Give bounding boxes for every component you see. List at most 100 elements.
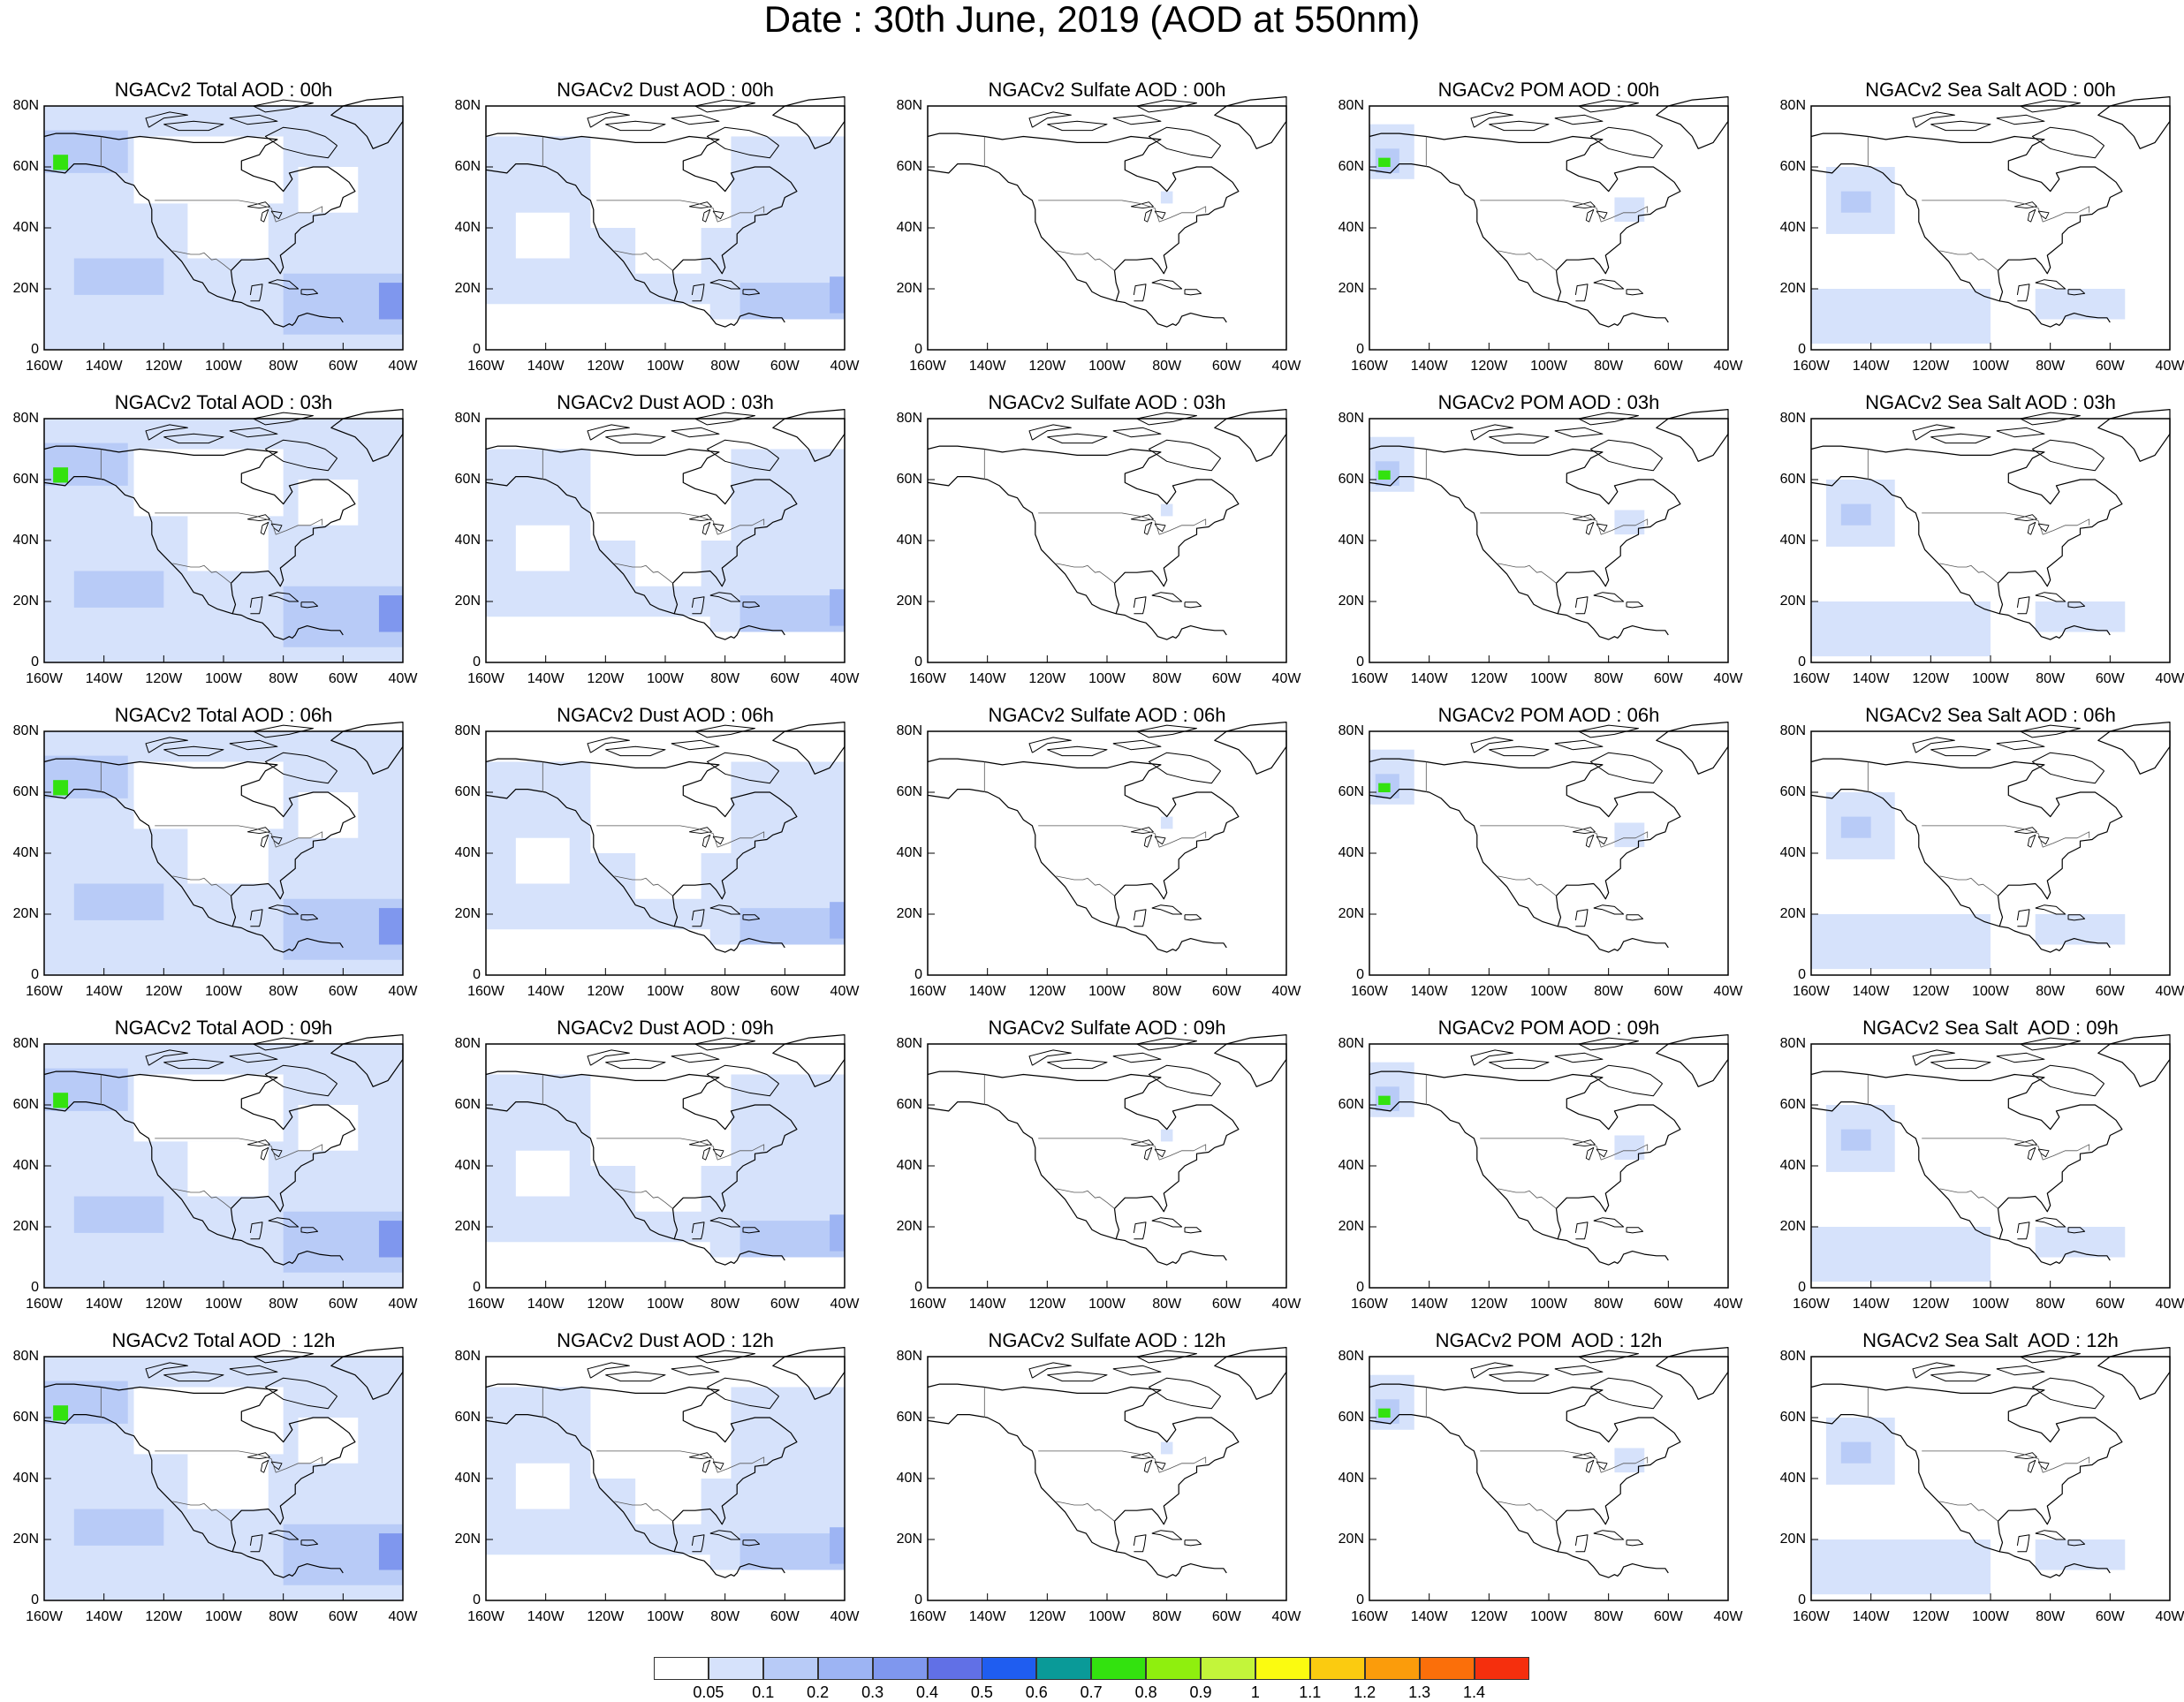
lat-label: 20N — [896, 594, 922, 609]
arctic-island — [1028, 737, 1072, 753]
landmass-greenland — [1656, 1347, 1729, 1400]
lon-label: 60W — [1211, 359, 1241, 374]
lat-label: 40N — [896, 1158, 922, 1173]
arctic-island — [1047, 745, 1108, 757]
lon-label: 40W — [2155, 359, 2184, 374]
border-us-canada — [596, 512, 765, 535]
lon-label: 80W — [1594, 671, 1624, 686]
lat-label: 0 — [914, 1280, 922, 1295]
lat-label: 20N — [896, 281, 922, 296]
colorbar-swatch — [817, 1657, 873, 1680]
arctic-island — [229, 114, 278, 125]
lat-label: 40N — [1338, 220, 1364, 235]
coastline-yucatan — [691, 909, 705, 927]
lat-label: 60N — [12, 784, 39, 799]
lon-label: 100W — [1972, 1609, 2009, 1624]
coastline-pacific — [1810, 475, 2111, 640]
arctic-island — [145, 737, 188, 753]
panel-title: NGACv2 Total AOD : 06h — [114, 704, 333, 726]
lon-label: 120W — [1028, 1609, 1066, 1624]
island-baffin — [2031, 439, 2105, 472]
arctic-island — [1912, 1049, 1955, 1066]
coastline-atlantic-arctic — [1810, 1070, 2123, 1239]
lon-label: 80W — [710, 984, 740, 999]
coastline-pacific — [927, 1101, 1227, 1266]
panel-title: NGACv2 Sea Salt AOD : 06h — [1865, 704, 2116, 726]
great-lake — [1585, 1459, 1595, 1473]
lon-label: 140W — [1410, 984, 1448, 999]
landmass-greenland — [772, 722, 846, 775]
lat-label: 80N — [1338, 98, 1364, 113]
island-baffin — [1148, 126, 1222, 159]
lat-label: 20N — [454, 1532, 481, 1547]
island-cuba — [1151, 279, 1183, 290]
border-us-mexico — [614, 875, 673, 896]
lat-label: 0 — [1356, 1592, 1364, 1607]
lat-label: 0 — [1356, 654, 1364, 669]
coastline-atlantic-arctic — [927, 132, 1240, 301]
lon-label: 120W — [1470, 1609, 1508, 1624]
arctic-island — [1028, 1049, 1072, 1066]
coastline-pacific — [485, 475, 785, 640]
lat-label: 60N — [896, 784, 922, 799]
panel-title: NGACv2 Dust AOD : 12h — [557, 1329, 774, 1351]
island-baffin — [706, 752, 780, 784]
border-us-mexico — [1498, 1501, 1557, 1522]
aod-shade-region — [53, 467, 69, 483]
great-lake — [1572, 201, 1596, 209]
panel-title: NGACv2 Sea Salt AOD : 09h — [1862, 1017, 2119, 1039]
aod-shade-region — [1840, 1441, 1871, 1464]
lat-label: 80N — [454, 411, 481, 426]
lon-label: 40W — [388, 671, 418, 686]
arctic-island — [1554, 1052, 1604, 1063]
aod-clear-region — [298, 480, 359, 526]
aod-shade-region — [1840, 1129, 1871, 1151]
lon-label: 80W — [269, 359, 299, 374]
island-hispaniola — [1184, 601, 1202, 609]
island-cuba — [709, 1530, 741, 1540]
island-baffin — [264, 126, 338, 159]
lon-label: 160W — [1793, 671, 1830, 686]
lon-label: 120W — [145, 1609, 183, 1624]
lon-label: 40W — [830, 1609, 860, 1624]
lon-label: 40W — [1271, 671, 1301, 686]
coastline-atlantic-arctic — [1810, 1383, 2123, 1552]
great-lake — [701, 834, 711, 848]
island-cuba — [2035, 904, 2066, 915]
colorbar-label: 0.1 — [752, 1683, 775, 1701]
border-us-mexico — [172, 875, 231, 896]
island-baffin — [1148, 752, 1222, 784]
arctic-island — [1112, 1052, 1162, 1063]
coastline-yucatan — [249, 1534, 263, 1553]
lat-label: 80N — [896, 723, 922, 738]
lon-label: 140W — [85, 359, 123, 374]
coastline-pacific — [1810, 788, 2111, 953]
island-cuba — [2035, 1217, 2066, 1228]
great-lake — [688, 1139, 712, 1147]
aod-map — [1369, 96, 1729, 351]
lon-label: 40W — [1713, 671, 1743, 686]
lon-label: 120W — [145, 359, 183, 374]
island-cuba — [1593, 279, 1625, 290]
island-cuba — [268, 904, 300, 915]
aod-map — [485, 722, 846, 976]
island-hispaniola — [300, 1539, 319, 1547]
aod-clear-region — [187, 203, 269, 259]
landmass-greenland — [772, 409, 846, 462]
lat-label: 0 — [473, 342, 481, 357]
island-baffin — [1148, 1064, 1222, 1097]
arctic-island — [229, 427, 278, 438]
border-us-mexico — [172, 1501, 231, 1522]
aod-shade-region — [830, 902, 845, 939]
arctic-island — [605, 745, 666, 757]
great-lake — [246, 1139, 270, 1147]
island-cuba — [2035, 592, 2066, 602]
coastline-pacific — [43, 475, 344, 640]
border-us-canada — [155, 1450, 323, 1473]
arctic-island — [671, 114, 720, 125]
island-hispaniola — [2067, 601, 2086, 609]
border-us-canada — [1038, 200, 1207, 223]
aod-shade-region — [739, 283, 845, 320]
lat-label: 20N — [1779, 281, 1806, 296]
lat-label: 0 — [473, 1592, 481, 1607]
